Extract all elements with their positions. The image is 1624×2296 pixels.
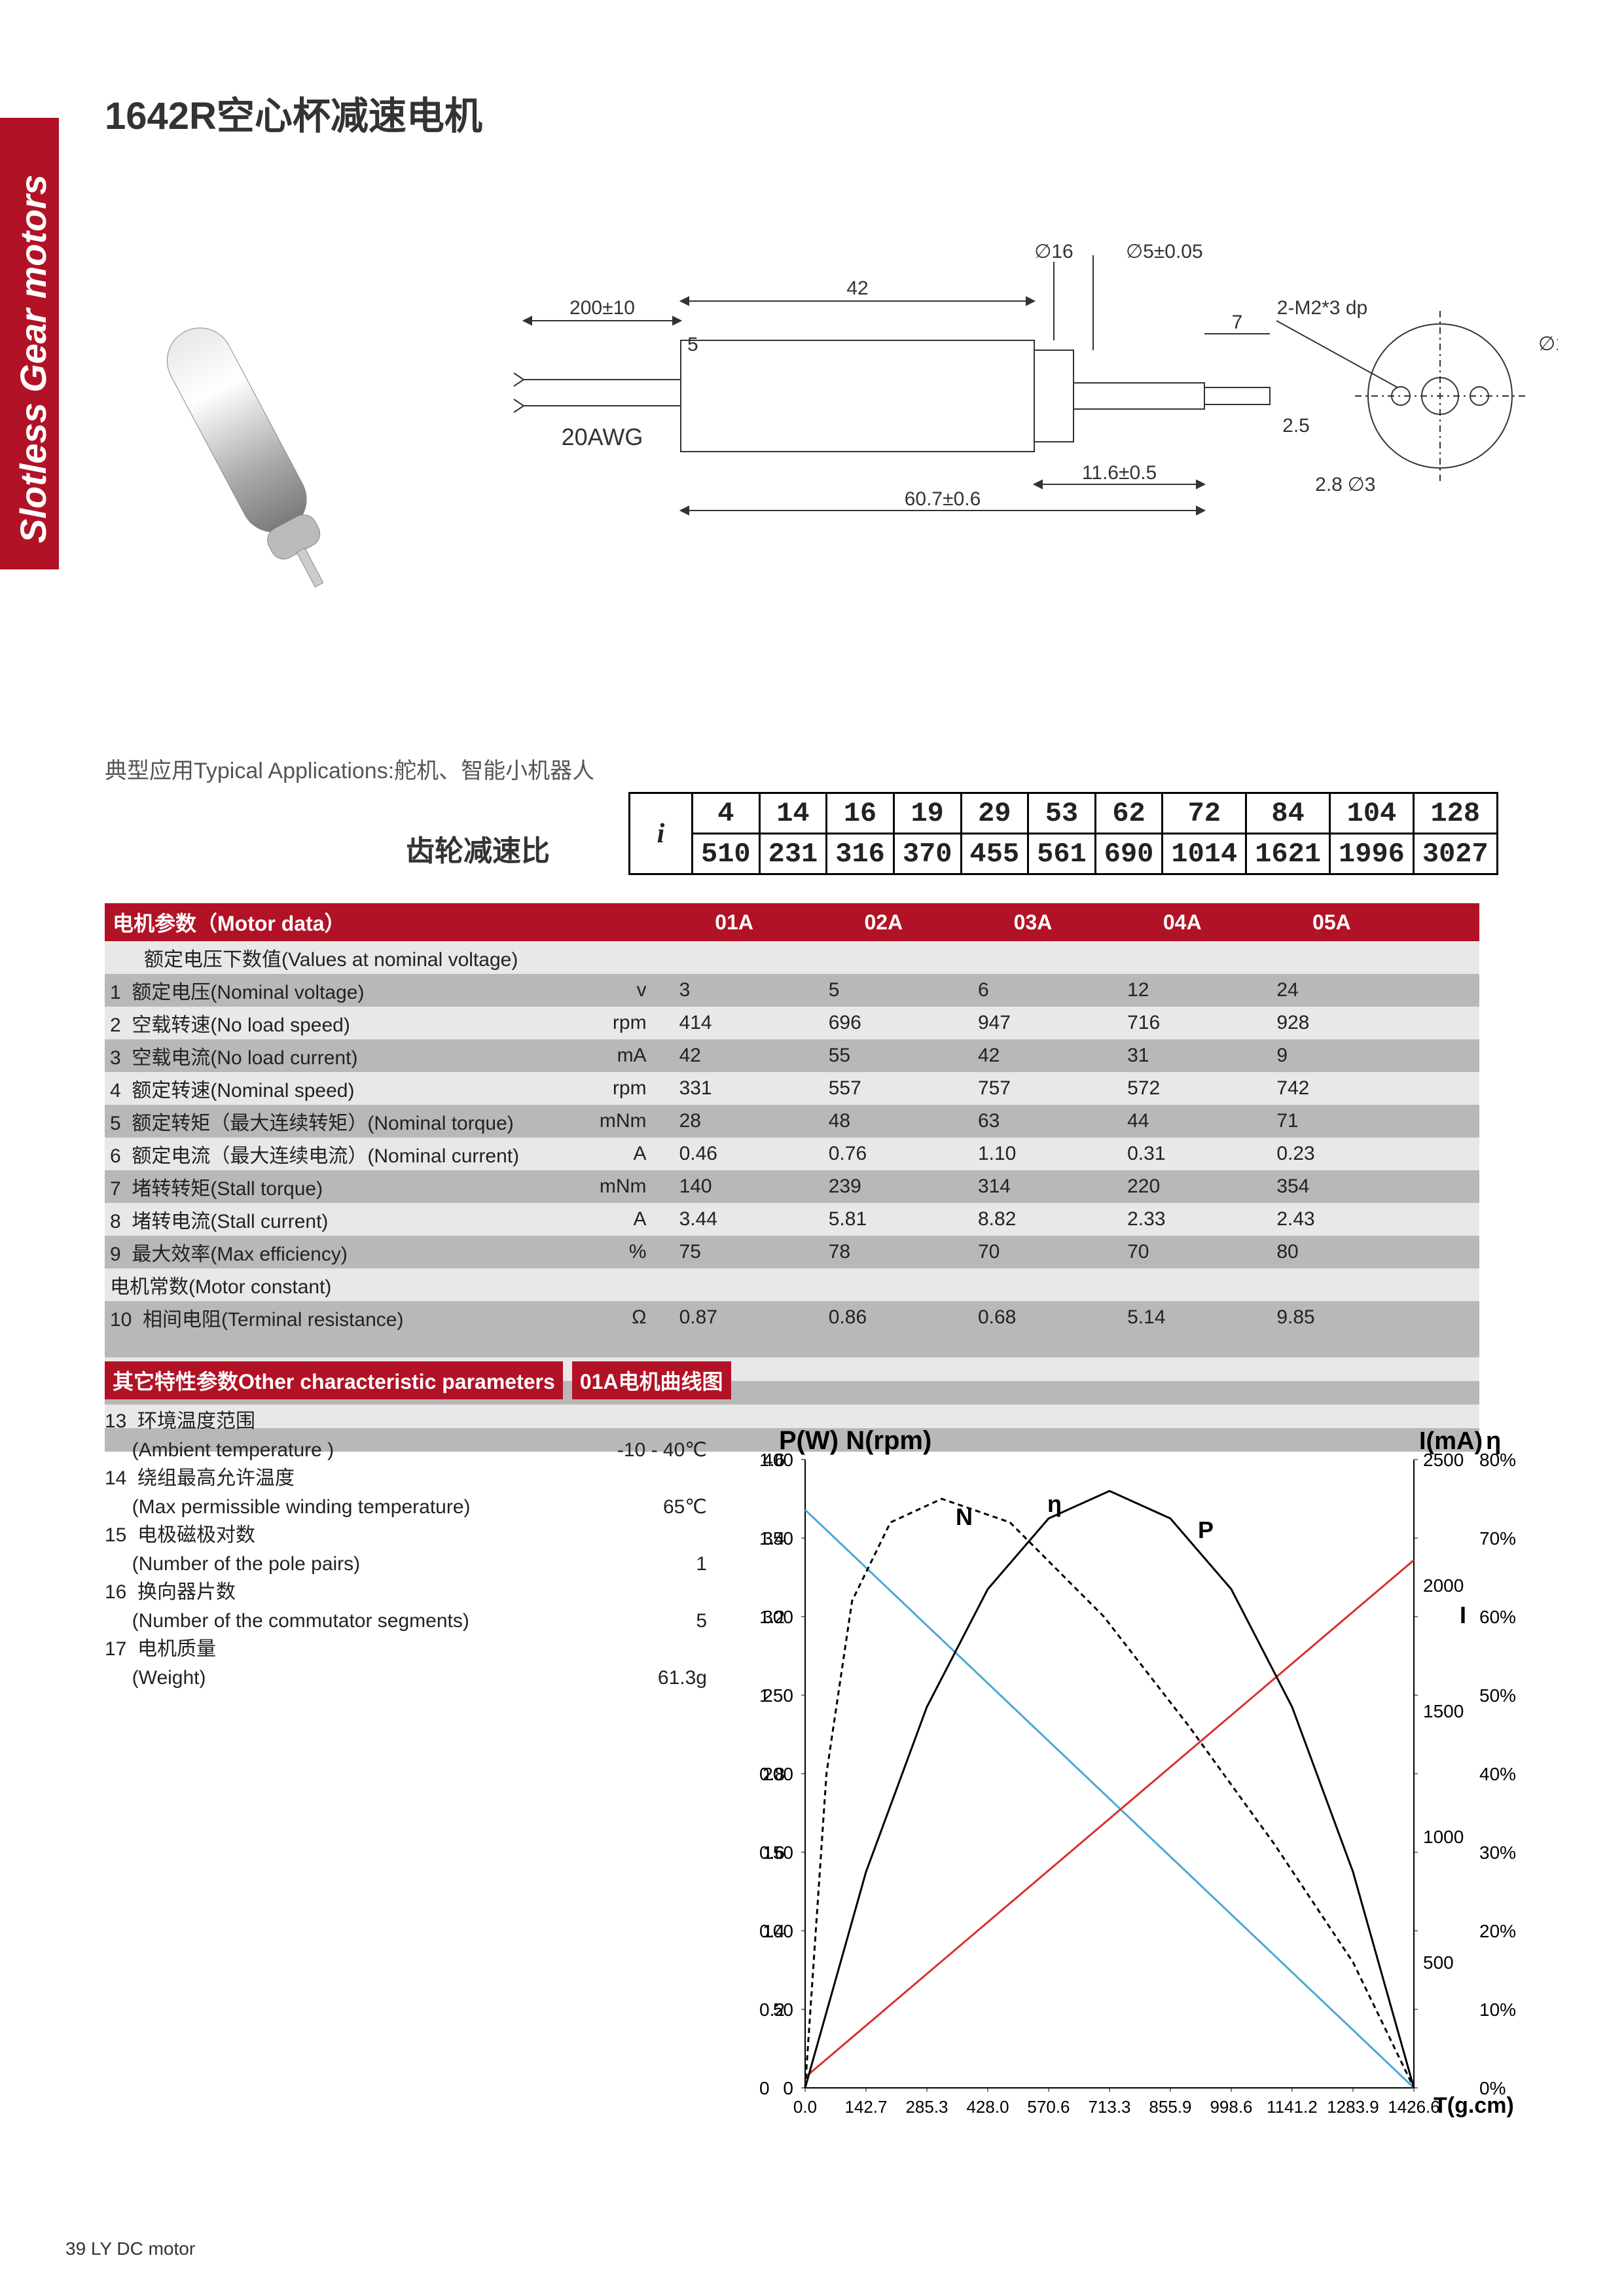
svg-text:0: 0 <box>759 2078 770 2098</box>
svg-text:1500: 1500 <box>1423 1701 1464 1721</box>
page-footer: 39 LY DC motor <box>65 2238 195 2259</box>
svg-text:570.6: 570.6 <box>1027 2097 1070 2117</box>
svg-text:η: η <box>1047 1490 1062 1517</box>
svg-text:7: 7 <box>1232 312 1243 333</box>
svg-text:300: 300 <box>763 1607 793 1627</box>
svg-text:11.6±0.5: 11.6±0.5 <box>1082 462 1157 484</box>
svg-text:P: P <box>1198 1516 1214 1543</box>
svg-text:0.0: 0.0 <box>793 2097 817 2117</box>
svg-text:855.9: 855.9 <box>1149 2097 1191 2117</box>
svg-text:428.0: 428.0 <box>966 2097 1009 2117</box>
svg-text:I: I <box>1460 1602 1466 1628</box>
svg-text:200±10: 200±10 <box>569 297 635 319</box>
svg-text:40%: 40% <box>1479 1764 1516 1784</box>
svg-text:200: 200 <box>763 1764 793 1784</box>
svg-text:70%: 70% <box>1479 1528 1516 1549</box>
svg-text:2000: 2000 <box>1423 1575 1464 1596</box>
svg-text:∅16: ∅16 <box>1034 241 1074 262</box>
svg-text:∅3: ∅3 <box>1348 474 1376 495</box>
typical-applications: 典型应用Typical Applications:舵机、智能小机器人 <box>105 753 594 785</box>
svg-text:250: 250 <box>763 1685 793 1706</box>
svg-text:1000: 1000 <box>1423 1827 1464 1847</box>
svg-text:500: 500 <box>1423 1952 1454 1973</box>
ratio-label: 齿轮减速比 <box>406 827 550 869</box>
svg-text:713.3: 713.3 <box>1088 2097 1130 2117</box>
svg-text:60.7±0.6: 60.7±0.6 <box>905 488 981 510</box>
motor-photo <box>131 262 419 602</box>
svg-text:η: η <box>1486 1427 1501 1455</box>
page-title: 1642R空心杯减速电机 <box>105 85 482 140</box>
svg-text:2.5: 2.5 <box>1282 415 1310 437</box>
svg-text:2.8: 2.8 <box>1315 474 1343 495</box>
svg-text:60%: 60% <box>1479 1607 1516 1627</box>
svg-text:30%: 30% <box>1479 1842 1516 1863</box>
svg-text:10%: 10% <box>1479 2000 1516 2020</box>
svg-text:50%: 50% <box>1479 1685 1516 1706</box>
motor-curve-chart: 000.2500.41000.61500.820012501.23001.435… <box>727 1420 1545 2209</box>
svg-text:I(mA): I(mA) <box>1419 1427 1483 1455</box>
svg-text:20AWG: 20AWG <box>562 423 643 450</box>
svg-text:N: N <box>956 1503 973 1530</box>
svg-text:P(W) N(rpm): P(W) N(rpm) <box>779 1426 931 1455</box>
svg-text:142.7: 142.7 <box>844 2097 887 2117</box>
svg-text:∅5±0.05: ∅5±0.05 <box>1126 241 1203 262</box>
svg-text:285.3: 285.3 <box>905 2097 948 2117</box>
svg-text:20%: 20% <box>1479 1921 1516 1941</box>
svg-text:1283.9: 1283.9 <box>1327 2097 1379 2117</box>
svg-text:1426.6: 1426.6 <box>1388 2097 1440 2117</box>
svg-text:∅10: ∅10 <box>1538 333 1558 355</box>
other-params: 13 环境温度范围 (Ambient temperature )-10 - 40… <box>105 1407 707 1692</box>
ratio-table: i 41416192953627284104128 51023131637045… <box>628 792 1498 875</box>
svg-text:100: 100 <box>763 1921 793 1941</box>
svg-text:150: 150 <box>763 1842 793 1863</box>
svg-text:T(g.cm): T(g.cm) <box>1434 2093 1514 2118</box>
svg-text:998.6: 998.6 <box>1210 2097 1252 2117</box>
section-header: 其它特性参数Other characteristic parameters01A… <box>105 1361 731 1399</box>
svg-text:1141.2: 1141.2 <box>1267 2097 1318 2117</box>
svg-text:0: 0 <box>783 2078 793 2098</box>
svg-text:350: 350 <box>763 1528 793 1549</box>
technical-drawing: 42 200±10 5 20AWG ∅16 ∅5±0.05 11.6±0.5 6… <box>484 236 1558 563</box>
svg-text:2-M2*3 dp: 2-M2*3 dp <box>1277 297 1367 319</box>
svg-text:5: 5 <box>687 334 698 355</box>
sidebar-label: Slotless Gear motors <box>12 175 54 543</box>
svg-text:42: 42 <box>846 278 868 299</box>
svg-text:50: 50 <box>773 2000 793 2020</box>
